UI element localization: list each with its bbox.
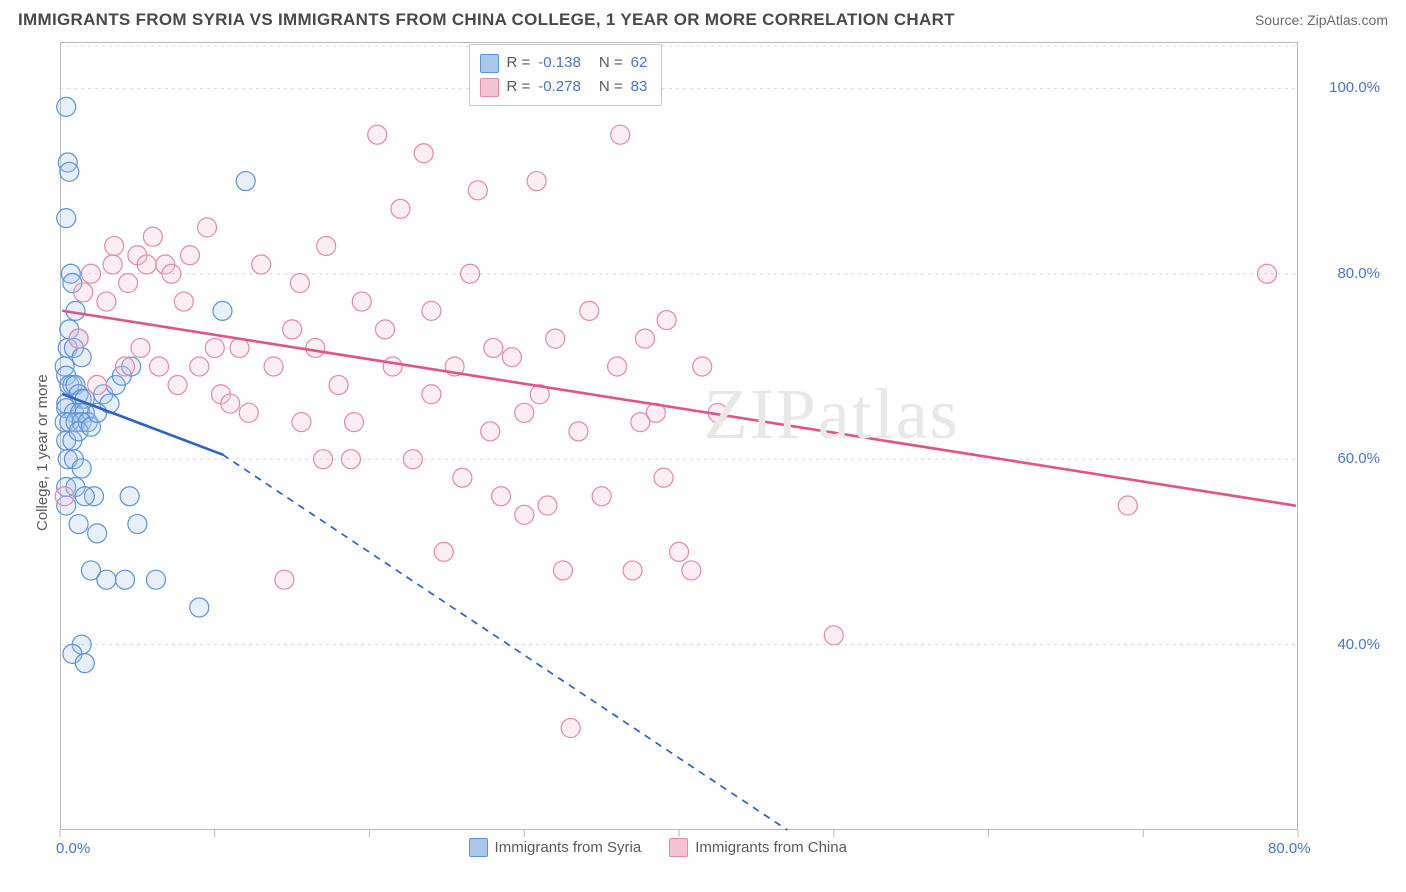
source-link[interactable]: ZipAtlas.com <box>1307 12 1388 28</box>
y-tick-label: 60.0% <box>1310 450 1380 467</box>
swatch-china <box>669 838 688 857</box>
source-attribution: Source: ZipAtlas.com <box>1255 12 1388 28</box>
chart-area: ZIPatlas College, 1 year or more R = -0.… <box>18 42 1388 864</box>
y-tick-label: 40.0% <box>1310 636 1380 653</box>
legend-label-china: Immigrants from China <box>695 839 847 856</box>
stat-n-syria: 62 <box>631 51 648 75</box>
stats-row-china: R = -0.278 N = 83 <box>480 75 648 99</box>
legend-item-china: Immigrants from China <box>669 838 847 857</box>
stat-r-label: R = <box>507 51 531 75</box>
swatch-china <box>480 78 499 97</box>
legend-item-syria: Immigrants from Syria <box>469 838 642 857</box>
stat-r-syria: -0.138 <box>538 51 581 75</box>
stat-r-label: R = <box>507 75 531 99</box>
legend-label-syria: Immigrants from Syria <box>495 839 642 856</box>
swatch-syria <box>480 54 499 73</box>
x-tick-label: 0.0% <box>56 840 90 857</box>
y-tick-label: 80.0% <box>1310 265 1380 282</box>
stat-r-china: -0.278 <box>538 75 581 99</box>
swatch-syria <box>469 838 488 857</box>
correlation-stats-box: R = -0.138 N = 62 R = -0.278 N = 83 <box>469 44 663 106</box>
stat-n-china: 83 <box>631 75 648 99</box>
series-legend: Immigrants from Syria Immigrants from Ch… <box>469 838 847 857</box>
x-tick-label: 80.0% <box>1268 840 1311 857</box>
stat-n-label: N = <box>599 51 623 75</box>
chart-title: IMMIGRANTS FROM SYRIA VS IMMIGRANTS FROM… <box>18 10 955 30</box>
stat-n-label: N = <box>599 75 623 99</box>
stats-row-syria: R = -0.138 N = 62 <box>480 51 648 75</box>
header-bar: IMMIGRANTS FROM SYRIA VS IMMIGRANTS FROM… <box>0 0 1406 36</box>
source-prefix: Source: <box>1255 12 1307 28</box>
scatter-plot <box>18 42 1388 864</box>
y-tick-label: 100.0% <box>1310 79 1380 96</box>
y-axis-title: College, 1 year or more <box>34 374 51 531</box>
